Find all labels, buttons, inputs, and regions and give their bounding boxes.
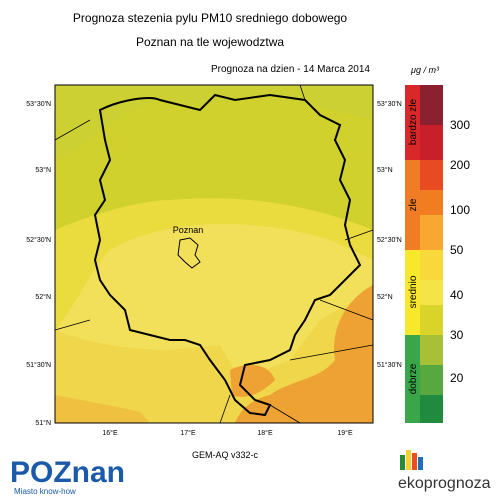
lat-label: 53°N bbox=[377, 166, 393, 174]
lon-label: 18°E bbox=[257, 429, 273, 437]
category-label: zle bbox=[408, 198, 419, 211]
lon-label: 17°E bbox=[180, 429, 196, 437]
map: Poznan 53°30'N 53°N 52°30'N 52°N 51°30'N 51°N… bbox=[26, 84, 402, 460]
category-label: bardzo zle bbox=[408, 98, 419, 145]
lon-label: 16°E bbox=[102, 429, 118, 437]
date: Prognoza na dzien - 14 Marca 2014 bbox=[211, 64, 370, 75]
lat-label: 51°30'N bbox=[26, 361, 51, 369]
tagline: Miasto know-how bbox=[14, 487, 76, 496]
lat-label: 52°N bbox=[35, 293, 51, 301]
logo-right: ekoprognoza bbox=[398, 475, 491, 492]
lat-label: 52°30'N bbox=[26, 236, 51, 244]
lat-label: 53°30'N bbox=[26, 100, 51, 108]
lon-label: 19°E bbox=[337, 429, 353, 437]
category-label: dobrze bbox=[408, 363, 419, 394]
level-label: 40 bbox=[450, 288, 464, 302]
city-label: Poznan bbox=[173, 225, 204, 235]
unit: μg / m³ bbox=[410, 65, 440, 75]
footer: POZnan Miasto know-how ekoprognoza bbox=[10, 450, 491, 496]
logo-left: POZnan bbox=[10, 456, 125, 489]
lat-label: 51°N bbox=[35, 419, 51, 427]
title: Prognoza stezenia pylu PM10 sredniego do… bbox=[73, 11, 348, 25]
level-label: 200 bbox=[450, 158, 470, 172]
lat-label: 53°N bbox=[35, 166, 51, 174]
level-label: 100 bbox=[450, 203, 470, 217]
model: GEM-AQ v332-c bbox=[192, 450, 259, 460]
level-label: 30 bbox=[450, 328, 464, 342]
lat-label: 52°N bbox=[377, 293, 393, 301]
legend: μg / m³ bardzo zle zle srednio dobrze 300 200… bbox=[405, 65, 470, 423]
lat-label: 51°30'N bbox=[377, 361, 402, 369]
level-label: 300 bbox=[450, 118, 470, 132]
lat-label: 53°30'N bbox=[377, 100, 402, 108]
level-label: 50 bbox=[450, 243, 464, 257]
subtitle: Poznan na tle wojewodztwa bbox=[136, 35, 284, 49]
lat-label: 52°30'N bbox=[377, 236, 402, 244]
level-label: 20 bbox=[450, 371, 464, 385]
category-label: srednio bbox=[408, 275, 419, 308]
